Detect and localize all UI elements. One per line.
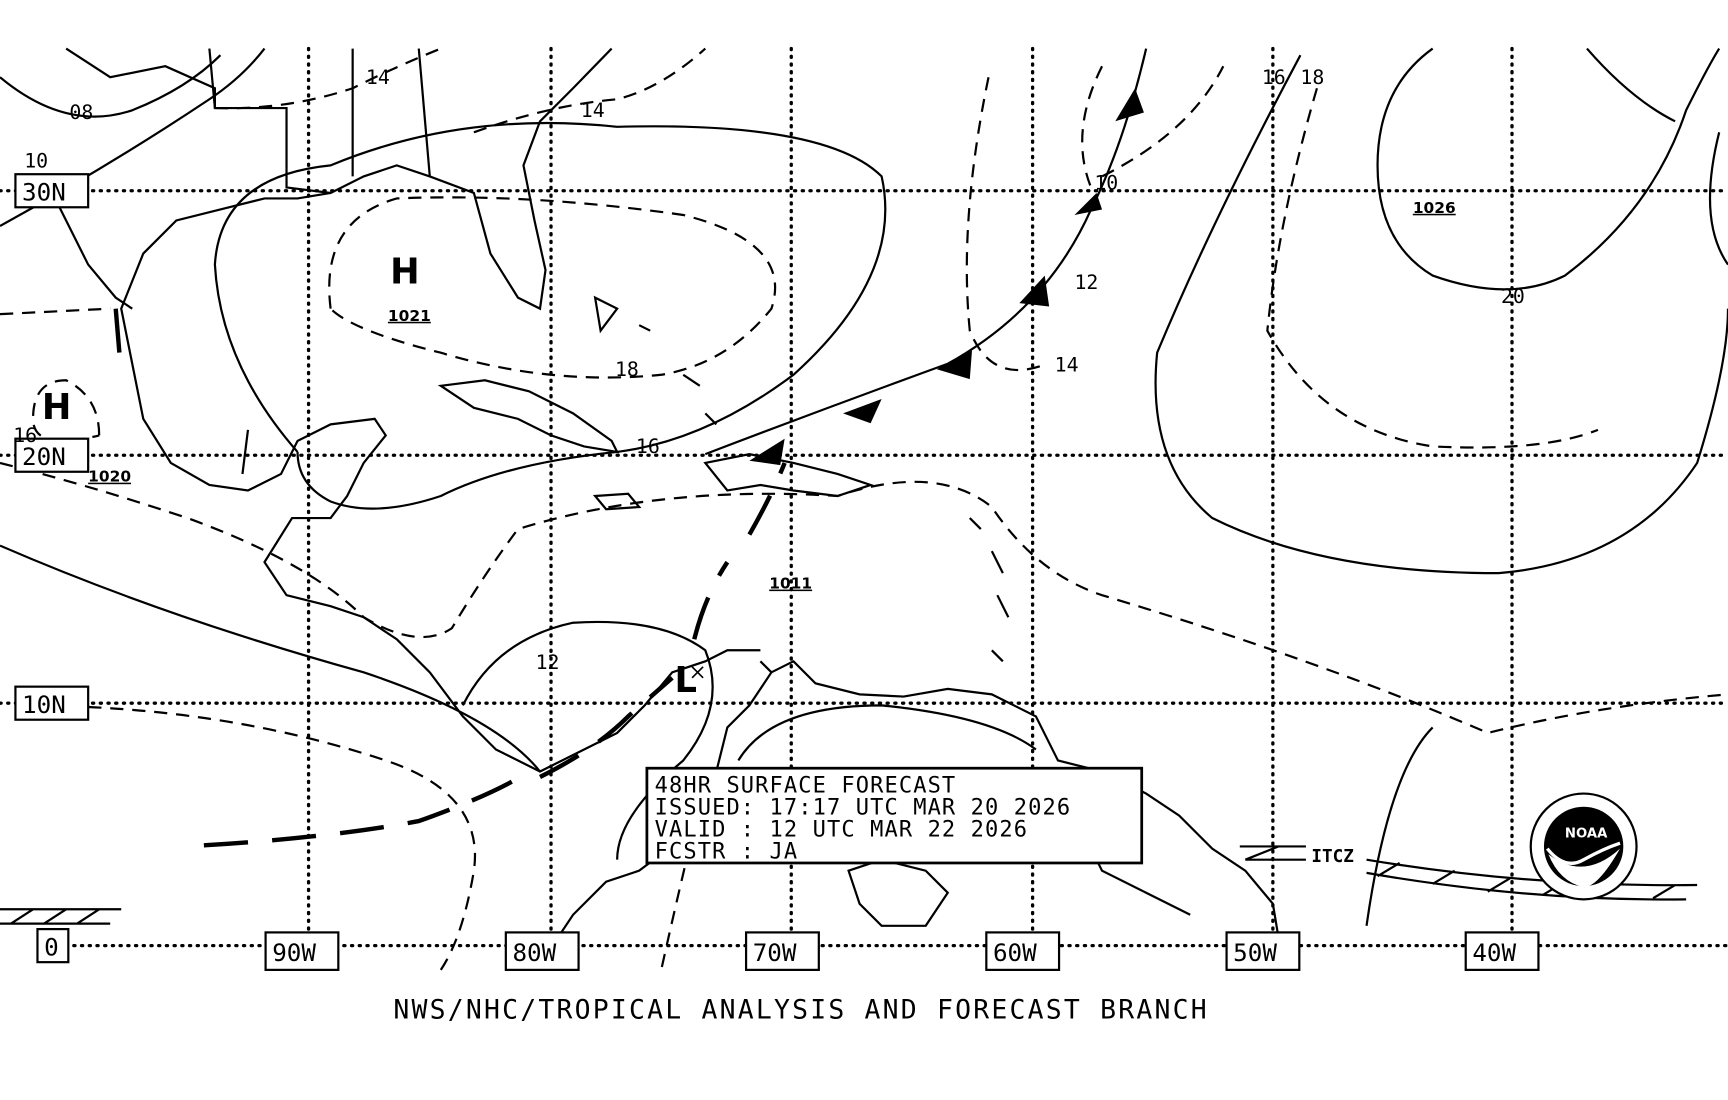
forecast-title: 48HR SURFACE FORECAST bbox=[655, 773, 957, 798]
isobar-label: 14 bbox=[366, 66, 390, 89]
isobar-label: 14 bbox=[1055, 353, 1079, 376]
valid-time: VALID : 12 UTC MAR 22 2026 bbox=[655, 818, 1029, 843]
lon-label: 70W bbox=[753, 938, 797, 967]
isobar-label: 20 bbox=[1501, 285, 1525, 308]
lon-label: 50W bbox=[1233, 938, 1277, 967]
longitude-labels: 90W 80W 70W 60W 50W 40W bbox=[264, 931, 1540, 971]
latitude-labels: 30N 20N 10N 0 bbox=[14, 173, 90, 964]
pressure-value: 1011 bbox=[769, 575, 812, 593]
itcz-label: ITCZ bbox=[1311, 847, 1353, 867]
high-pressure-symbol: H bbox=[42, 387, 72, 428]
high-pressure-symbol: H bbox=[390, 251, 420, 292]
isobars bbox=[0, 47, 1728, 971]
lat-label: 20N bbox=[22, 442, 66, 471]
cold-front bbox=[704, 48, 1148, 466]
lon-label: 90W bbox=[272, 938, 316, 967]
lat-label: 30N bbox=[22, 178, 66, 207]
forecaster: FCSTR : JA bbox=[655, 840, 799, 865]
lat-label: 0 bbox=[44, 933, 59, 962]
pressure-value: 1020 bbox=[88, 468, 131, 486]
lat-lon-grid bbox=[0, 46, 1728, 972]
noaa-logo: NOAA bbox=[1529, 792, 1638, 901]
isobar-label: 16 bbox=[13, 424, 37, 447]
isobar-label: 16 bbox=[1262, 66, 1286, 89]
footer-credit: NWS/NHC/TROPICAL ANALYSIS AND FORECAST B… bbox=[393, 994, 1208, 1025]
isobar-label: 12 bbox=[1074, 271, 1098, 294]
lon-label: 80W bbox=[512, 938, 556, 967]
low-pressure-symbol: L bbox=[674, 660, 696, 701]
pressure-centers: H 1021 H 1020 L 1011 1026 bbox=[42, 199, 1456, 701]
itcz: ITCZ bbox=[0, 845, 1698, 925]
isobar-label: 16 bbox=[636, 435, 660, 458]
issued-time: ISSUED: 17:17 UTC MAR 20 2026 bbox=[655, 795, 1072, 820]
svg-text:NOAA: NOAA bbox=[1565, 827, 1608, 842]
isobar-label: 18 bbox=[615, 358, 639, 381]
isobar-label: 10 bbox=[1094, 172, 1118, 195]
isobar-label: 08 bbox=[69, 101, 93, 124]
lon-label: 40W bbox=[1472, 938, 1516, 967]
lat-label: 10N bbox=[22, 690, 66, 719]
isobar-label: 12 bbox=[536, 651, 560, 674]
lon-label: 60W bbox=[993, 938, 1037, 967]
isobar-label: 14 bbox=[581, 99, 605, 122]
isobar-labels: 08 10 14 14 16 18 16 12 16 18 10 12 14 2… bbox=[13, 66, 1525, 674]
pressure-value: 1021 bbox=[388, 307, 431, 325]
isobar-label: 18 bbox=[1300, 66, 1324, 89]
forecast-info-box: 48HR SURFACE FORECAST ISSUED: 17:17 UTC … bbox=[645, 766, 1144, 865]
low-center-marker bbox=[691, 666, 704, 679]
pressure-value: 1026 bbox=[1413, 199, 1456, 217]
isobar-label: 10 bbox=[24, 150, 48, 173]
